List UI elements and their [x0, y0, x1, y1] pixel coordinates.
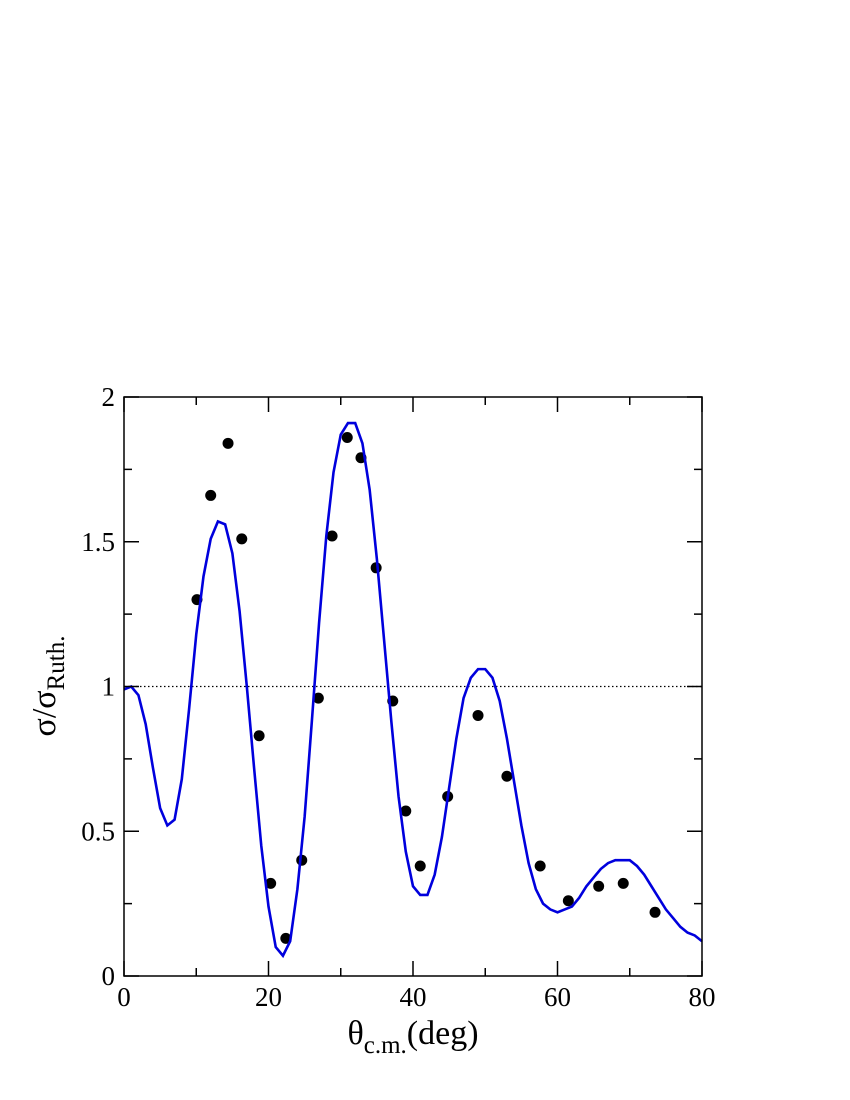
data-point — [472, 709, 484, 721]
data-point — [534, 860, 546, 872]
x-tick-label: 0 — [117, 982, 131, 1012]
y-label-sub: Ruth. — [43, 636, 70, 691]
y-axis-label: σ/σRuth. — [26, 636, 70, 737]
x-tick-label: 40 — [400, 982, 427, 1012]
x-tick-label: 80 — [689, 982, 716, 1012]
fit-curve — [123, 421, 703, 959]
data-point — [326, 530, 338, 542]
data-point — [617, 877, 629, 889]
data-point — [265, 877, 277, 889]
data-point — [593, 880, 605, 892]
x-tick-label: 60 — [544, 982, 571, 1012]
data-point — [236, 533, 248, 545]
data-point — [649, 906, 661, 918]
y-tick-label: 0.5 — [81, 816, 115, 846]
data-point — [414, 860, 426, 872]
y-tick-label: 0 — [102, 961, 116, 991]
x-label-main: θ — [347, 1015, 363, 1052]
y-tick-label: 1 — [102, 672, 116, 702]
x-tick-label: 20 — [255, 982, 282, 1012]
x-axis-label: θc.m.(deg) — [347, 1015, 478, 1059]
data-point — [400, 805, 412, 817]
data-point — [253, 730, 265, 742]
data-point — [280, 932, 292, 944]
data-point — [205, 489, 217, 501]
y-label-main: σ/σ — [26, 690, 63, 736]
x-label-suffix: (deg) — [407, 1015, 479, 1052]
y-tick-label: 2 — [102, 382, 116, 412]
data-point — [562, 895, 574, 907]
y-tick-label: 1.5 — [81, 527, 115, 557]
x-label-sub: c.m. — [364, 1032, 407, 1059]
data-point — [501, 770, 513, 782]
data-point — [222, 437, 234, 449]
data-point — [312, 692, 324, 704]
data-point — [341, 432, 353, 444]
